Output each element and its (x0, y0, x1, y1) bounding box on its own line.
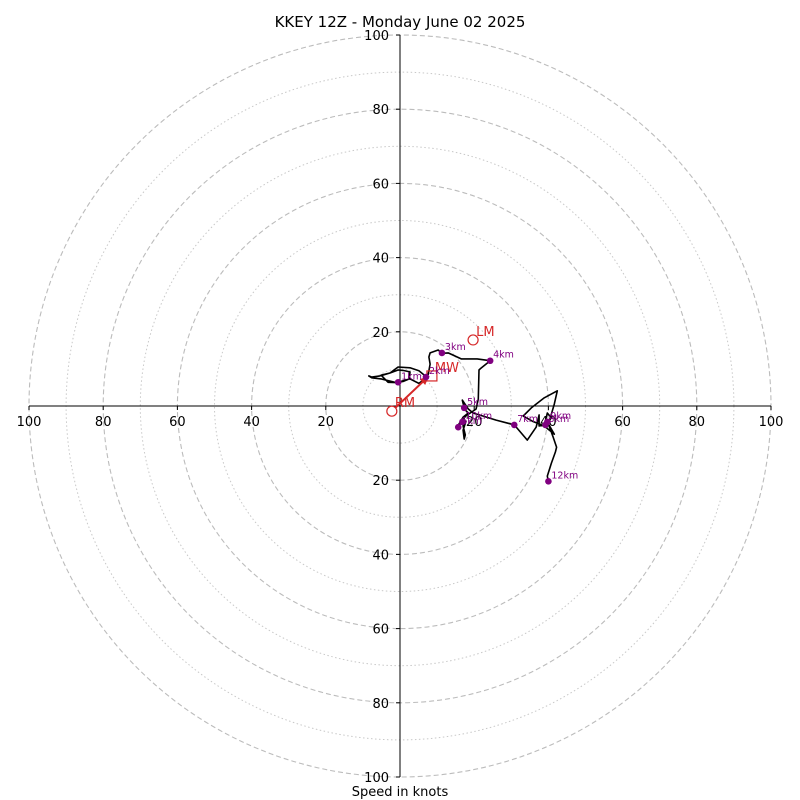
height-label-4km: 4km (493, 350, 514, 361)
height-label-10km: 10km (465, 411, 492, 422)
y-tick-label: 60 (372, 623, 389, 638)
rm-label: RM (395, 396, 415, 411)
tick-labels: 1008060402020406080100100806040202040608… (17, 29, 784, 786)
y-tick-label: 100 (364, 771, 389, 786)
x-tick-label: 100 (759, 415, 784, 430)
height-marker-12km (545, 478, 552, 485)
x-tick-label: 20 (318, 415, 335, 430)
height-marker-4km (486, 357, 494, 365)
height-label-12km: 12km (551, 470, 578, 481)
rm-marker (386, 405, 398, 417)
y-tick-label: 20 (372, 326, 389, 341)
height-label-5km: 5km (467, 397, 488, 408)
y-tick-label: 80 (372, 697, 389, 712)
height-label-9km: 9km (550, 411, 571, 422)
height-marker-6km (454, 423, 462, 431)
lm-marker (467, 334, 479, 346)
height-marker-9km (543, 418, 551, 426)
height-marker-7km (510, 421, 518, 429)
x-tick-label: 60 (169, 415, 186, 430)
height-label-1km: 1km (401, 371, 422, 382)
height-label-3km: 3km (445, 342, 466, 353)
height-marker-10km (459, 418, 466, 426)
x-tick-label: 100 (17, 415, 42, 430)
height-label-8km: 8km (548, 414, 569, 425)
y-tick-label: 100 (364, 29, 389, 44)
x-tick-label: 80 (95, 415, 112, 430)
height-marker-1km (394, 378, 402, 386)
height-marker-3km (438, 349, 446, 357)
height-label-7km: 7km (517, 414, 538, 425)
y-tick-label: 20 (372, 474, 389, 489)
x-tick-label: 40 (243, 415, 260, 430)
lm-label: LM (476, 325, 494, 340)
x-axis-label: Speed in knots (352, 785, 449, 800)
y-tick-label: 80 (372, 103, 389, 118)
y-tick-label: 40 (372, 548, 389, 563)
height-marker-5km (460, 404, 468, 412)
axes (29, 35, 771, 777)
height-label-2km: 2km (429, 366, 450, 377)
chart-title: KKEY 12Z - Monday June 02 2025 (275, 13, 526, 31)
x-tick-label: 60 (614, 415, 631, 430)
x-tick-label: 20 (466, 415, 483, 430)
y-tick-label: 60 (372, 177, 389, 192)
x-tick-label: 80 (689, 415, 706, 430)
storm-motion-layer: RM LM MW (386, 325, 495, 417)
mw-label: MW (435, 361, 459, 376)
height-label-6km: 6km (461, 416, 482, 427)
y-tick-label: 40 (372, 252, 389, 267)
height-marker-2km (422, 373, 430, 381)
